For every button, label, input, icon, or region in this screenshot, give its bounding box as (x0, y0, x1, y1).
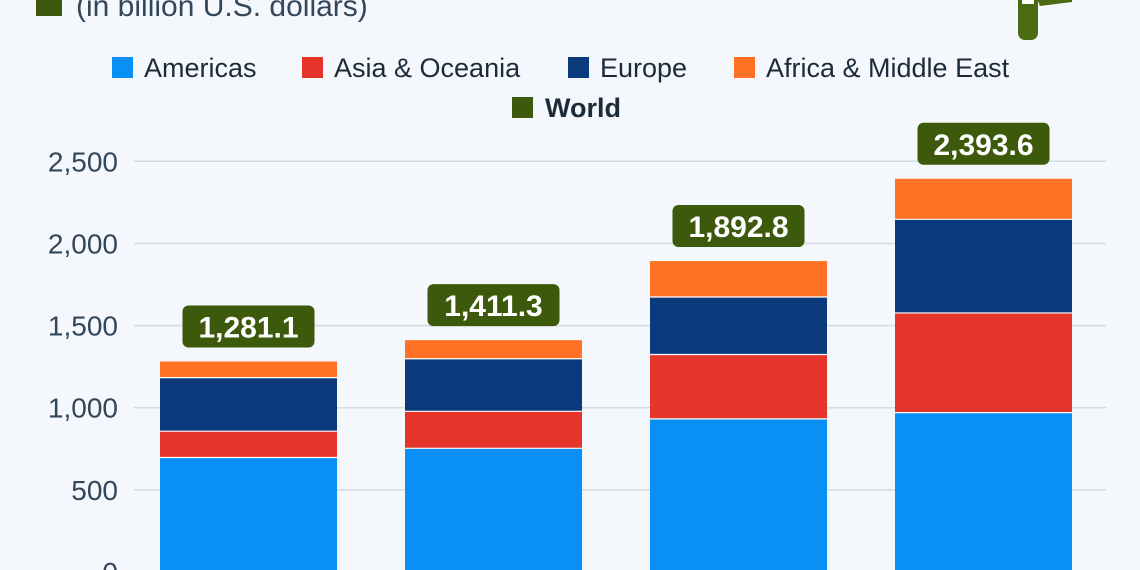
legend-item: Americas (112, 53, 257, 83)
legend-item: Europe (568, 53, 687, 83)
legend-item: Asia & Oceania (302, 53, 521, 83)
y-tick-label: 0 (102, 557, 118, 570)
legend-swatch (568, 57, 589, 78)
total-labels: 1,281.1 1,411.3 1,892.8 2,393.6 (182, 122, 1050, 348)
legend-label: Asia & Oceania (334, 53, 521, 83)
total-label-bg (917, 122, 1050, 165)
total-label: 1,892.8 (672, 205, 805, 248)
total-value: 2,393.6 (933, 129, 1033, 162)
y-axis: 0 500 1,000 1,500 2,000 2,500 (48, 146, 118, 570)
bar-segment-europe (895, 219, 1072, 313)
y-tick-label: 2,500 (48, 146, 118, 177)
bar-segment-africa-middle-east (650, 261, 827, 297)
y-tick-label: 500 (71, 475, 118, 506)
y-tick-label: 2,000 (48, 228, 118, 259)
legend-swatch (302, 57, 323, 78)
total-label: 1,281.1 (182, 305, 315, 348)
bar-segment-africa-middle-east (895, 178, 1072, 220)
brand-icon (1018, 0, 1072, 40)
legend-swatch (734, 57, 755, 78)
bar-segment-europe (405, 358, 582, 412)
total-value: 1,281.1 (198, 312, 298, 345)
bar-segment-americas (650, 418, 827, 570)
legend-label: Europe (600, 53, 687, 83)
bar-segment-americas (895, 412, 1072, 570)
chart-subtitle: (in billion U.S. dollars) (76, 0, 368, 23)
bars (160, 178, 1072, 570)
legend-label: World (545, 93, 621, 123)
bar-segment-americas (160, 457, 337, 570)
total-label-bg (182, 305, 315, 348)
bar-segment-asia-oceania (405, 411, 582, 449)
bar-segment-africa-middle-east (405, 340, 582, 359)
total-label-bg (427, 284, 560, 327)
bar-segment-asia-oceania (160, 431, 337, 458)
total-label: 1,411.3 (427, 284, 560, 327)
legend-item: Africa & Middle East (734, 53, 1010, 83)
legend-swatch (112, 57, 133, 78)
bar-segment-asia-oceania (895, 312, 1072, 413)
total-label-bg (672, 205, 805, 248)
legend-swatch (512, 97, 533, 118)
y-tick-label: 1,500 (48, 311, 118, 342)
bar-segment-asia-oceania (650, 354, 827, 419)
legend-label: Africa & Middle East (766, 53, 1010, 83)
bar-segment-africa-middle-east (160, 361, 337, 378)
y-tick-label: 1,000 (48, 393, 118, 424)
chart-header: (in billion U.S. dollars) (36, 0, 368, 23)
total-value: 1,411.3 (444, 290, 542, 323)
bar-segment-americas (405, 448, 582, 570)
total-label: 2,393.6 (917, 122, 1050, 165)
bar-segment-europe (160, 377, 337, 432)
legend-item-world: World (512, 93, 621, 123)
bar-segment-europe (650, 296, 827, 355)
total-value: 1,892.8 (688, 211, 788, 244)
legend: Americas Asia & Oceania Europe Africa & Mid… (112, 53, 1010, 123)
legend-label: Americas (144, 53, 257, 83)
header-color-swatch (36, 0, 62, 16)
